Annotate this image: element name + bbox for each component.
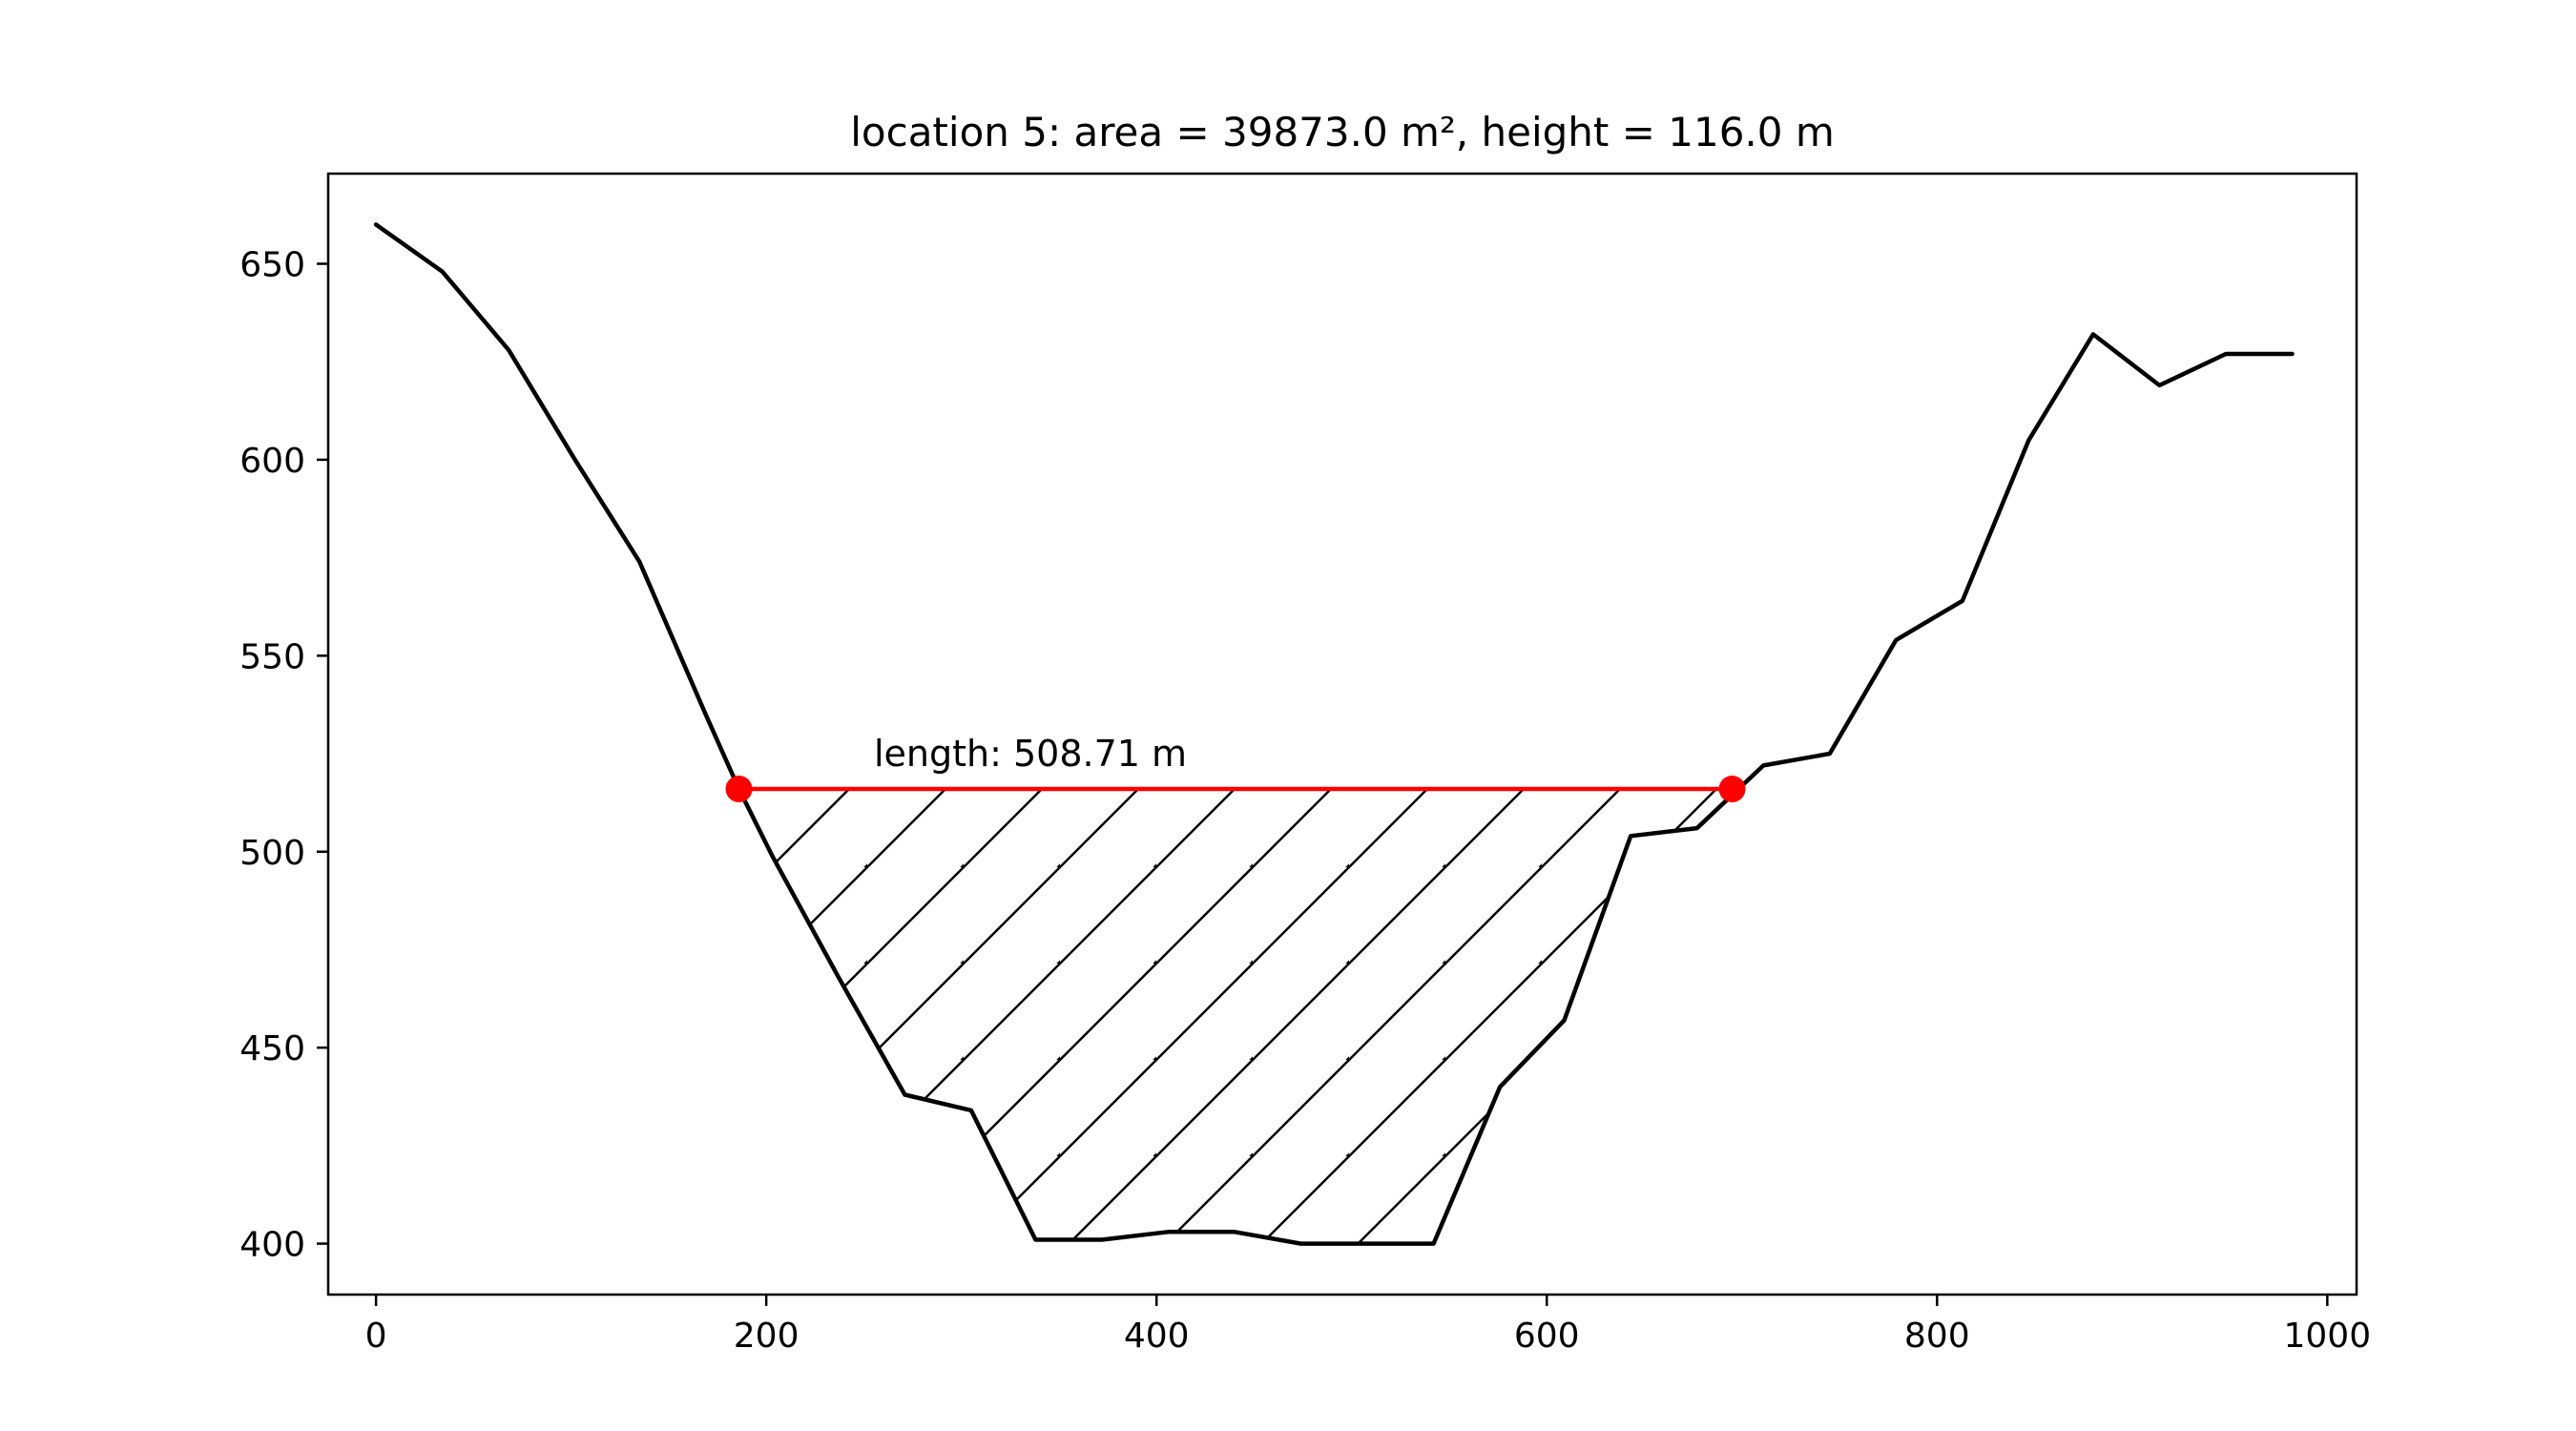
y-tick-label: 600 xyxy=(239,442,305,481)
plot-frame xyxy=(326,172,2358,1296)
water-level-start-marker xyxy=(725,776,753,803)
terrain-profile-line xyxy=(373,222,2295,1246)
x-tick-label: 0 xyxy=(365,1317,387,1356)
x-tick-label: 600 xyxy=(1514,1317,1580,1356)
y-tick-label: 450 xyxy=(239,1029,305,1068)
hatched-area xyxy=(738,789,1733,1244)
chart-title: location 5: area = 39873.0 m², height = … xyxy=(850,109,1835,156)
y-tick-label: 500 xyxy=(239,834,305,873)
plot-content xyxy=(373,222,2295,1246)
water-level-end-marker xyxy=(1718,776,1746,803)
x-tick-label: 200 xyxy=(734,1317,800,1356)
y-tick-label: 400 xyxy=(239,1226,305,1265)
x-tick-label: 800 xyxy=(1904,1317,1970,1356)
y-axis: 400 450 500 550 600 650 xyxy=(239,245,328,1265)
x-tick-label: 1000 xyxy=(2284,1317,2372,1356)
y-tick-label: 650 xyxy=(239,245,305,284)
x-tick-label: 400 xyxy=(1124,1317,1190,1356)
x-axis: 0 200 400 600 800 1000 xyxy=(365,1295,2371,1356)
y-tick-label: 550 xyxy=(239,637,305,676)
length-annotation: length: 508.71 m xyxy=(874,733,1187,775)
